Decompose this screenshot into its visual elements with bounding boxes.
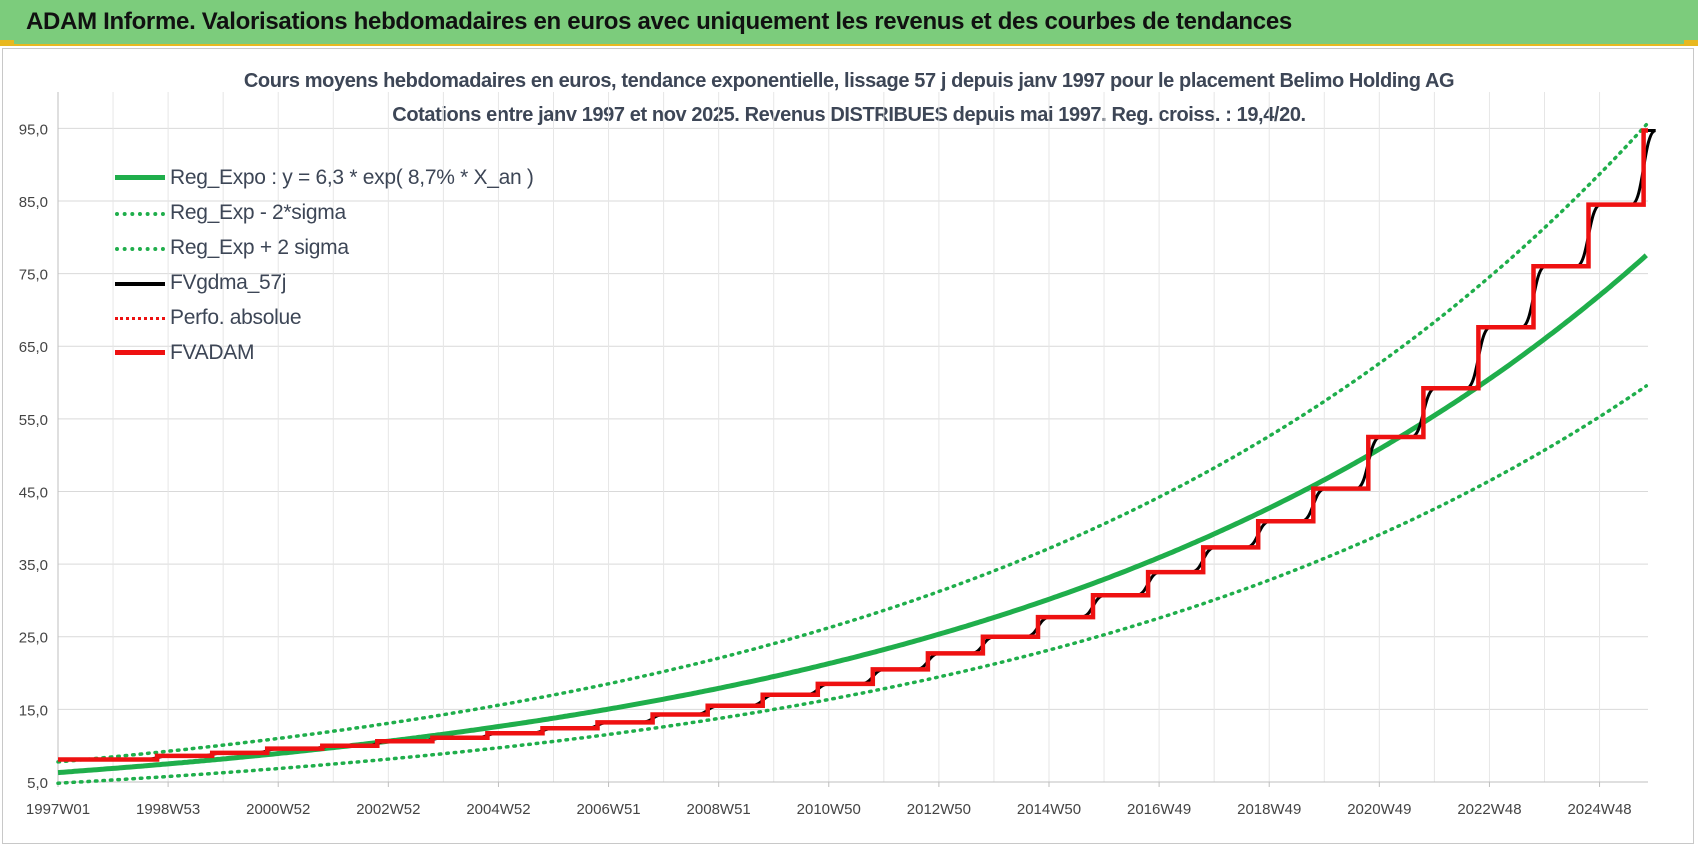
series-reg-expo — [57, 253, 1648, 776]
x-tick-label: 2014W50 — [1017, 801, 1081, 818]
x-tick-label: 2016W49 — [1127, 801, 1191, 818]
x-tick-label: 2002W52 — [356, 801, 420, 818]
legend-swatch-fvadam — [115, 350, 165, 355]
y-tick-label: 55,0 — [19, 412, 48, 429]
y-tick-label: 45,0 — [19, 484, 48, 501]
chart-title: Cours moyens hebdomadaires en euros, ten… — [243, 70, 1455, 92]
header-corner-right — [1684, 40, 1698, 44]
y-tick-label: 75,0 — [19, 267, 48, 284]
x-tick-label: 2000W52 — [246, 801, 310, 818]
legend-swatch-reg-plus — [115, 247, 165, 251]
chart-subtitle: Cotations entre janv 1997 et nov 2025. R… — [392, 104, 1306, 126]
legend-label-fvadam: FVADAM — [170, 341, 255, 364]
x-tick-label: 1998W53 — [136, 801, 200, 818]
legend-label-perfo: Perfo. absolue — [170, 306, 302, 329]
legend-swatch-perfo — [115, 317, 165, 320]
header-corner-left — [0, 40, 14, 44]
x-tick-label: 2004W52 — [466, 801, 530, 818]
x-tick-label: 2024W48 — [1567, 801, 1631, 818]
header-bar: ADAM Informe. Valorisations hebdomadaire… — [0, 0, 1698, 46]
series-fvadam — [58, 128, 1648, 762]
y-tick-label: 25,0 — [19, 630, 48, 647]
x-tick-label: 1997W01 — [26, 801, 90, 818]
series-reg-minus-2sigma — [56, 384, 1649, 785]
x-tick-label: 2010W50 — [797, 801, 861, 818]
y-tick-label: 15,0 — [19, 702, 48, 719]
series-reg-plus-2sigma — [56, 122, 1649, 764]
y-tick-label: 35,0 — [19, 557, 48, 574]
x-tick-label: 2018W49 — [1237, 801, 1301, 818]
chart-frame — [2, 48, 1694, 844]
legend-swatch-reg-expo — [115, 175, 165, 180]
legend-label-reg-expo: Reg_Expo : y = 6,3 * exp( 8,7% * X_an ) — [170, 166, 534, 189]
y-tick-label: 65,0 — [19, 339, 48, 356]
legend-swatch-fvgdma — [115, 282, 165, 286]
x-tick-label: 2008W51 — [687, 801, 751, 818]
y-tick-label: 5,0 — [27, 775, 48, 792]
legend-label-fvgdma: FVgdma_57j — [170, 271, 287, 294]
x-tick-label: 2022W48 — [1457, 801, 1521, 818]
legend-swatch-reg-minus — [115, 212, 165, 216]
legend-label-reg-minus: Reg_Exp - 2*sigma — [170, 201, 346, 224]
x-tick-label: 2012W50 — [907, 801, 971, 818]
header-title: ADAM Informe. Valorisations hebdomadaire… — [26, 8, 1292, 35]
x-tick-label: 2020W49 — [1347, 801, 1411, 818]
y-tick-label: 85,0 — [19, 194, 48, 211]
y-tick-label: 95,0 — [19, 121, 48, 138]
legend-label-reg-plus: Reg_Exp + 2 sigma — [170, 236, 349, 259]
x-tick-label: 2006W51 — [576, 801, 640, 818]
